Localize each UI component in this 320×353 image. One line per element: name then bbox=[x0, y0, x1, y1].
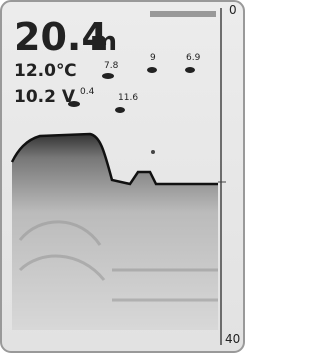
fish-label: 0.4 bbox=[80, 87, 95, 97]
scale-bottom: 40 bbox=[225, 332, 240, 346]
color-bar bbox=[150, 11, 216, 17]
scale-top: 0 bbox=[229, 3, 237, 17]
depth-unit: m bbox=[90, 27, 117, 57]
fish-label: 9 bbox=[150, 53, 156, 63]
temperature: 12.0℃ bbox=[14, 61, 77, 81]
fish-label: 6.9 bbox=[186, 53, 201, 63]
fish-label: 11.6 bbox=[118, 93, 138, 103]
voltage: 10.2 V bbox=[14, 87, 76, 107]
fish-label: 7.8 bbox=[104, 61, 119, 71]
fishfinder-screen: 0 40 20.4 m 12.0℃ 10.2 V 7.8 9 6.9 0.4 1… bbox=[0, 0, 245, 353]
sonar-display: 0 40 20.4 m 12.0℃ 10.2 V 7.8 9 6.9 0.4 1… bbox=[0, 0, 245, 353]
fish-dot bbox=[151, 150, 155, 154]
